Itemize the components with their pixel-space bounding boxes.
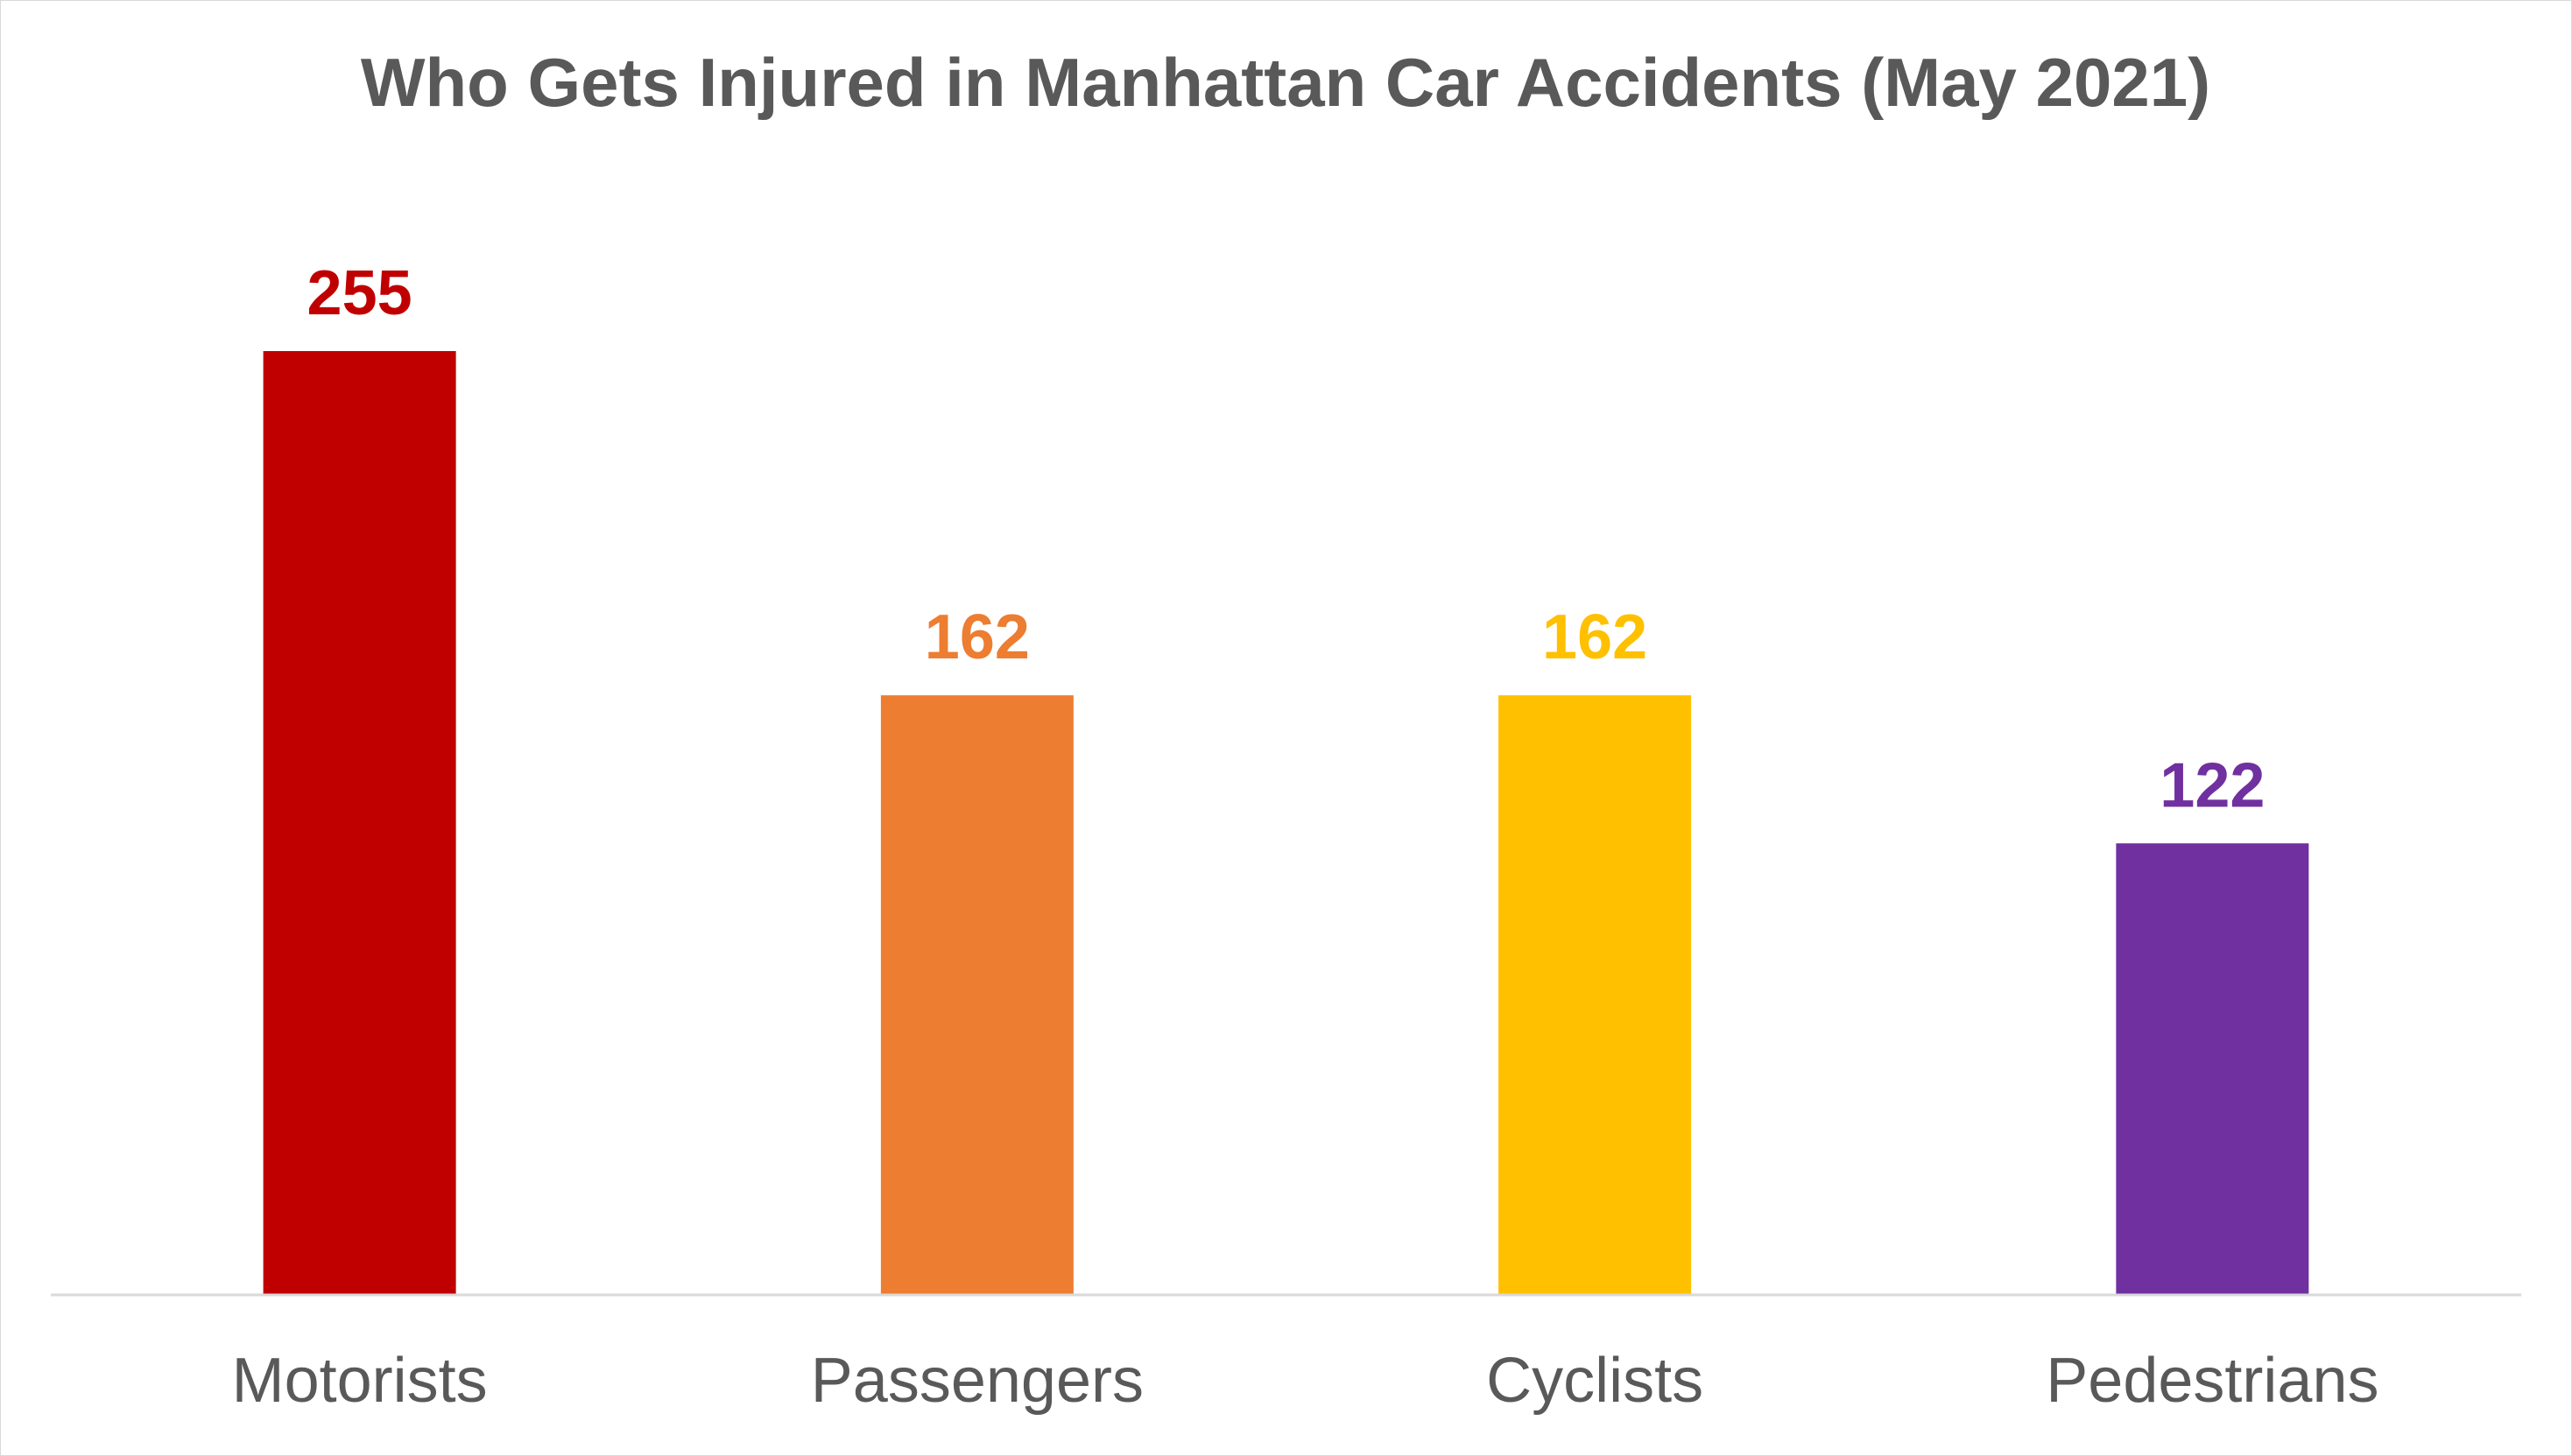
data-label-passengers: 162 bbox=[925, 602, 1030, 672]
category-label-motorists: Motorists bbox=[232, 1346, 488, 1416]
category-label-cyclists: Cyclists bbox=[1486, 1346, 1703, 1416]
data-label-cyclists: 162 bbox=[1542, 602, 1647, 672]
data-labels-group: 255 162 162 122 bbox=[307, 258, 2265, 820]
bar-pedestrians bbox=[2116, 843, 2309, 1295]
category-labels-group: Motorists Passengers Cyclists Pedestrians bbox=[232, 1346, 2379, 1416]
category-label-pedestrians: Pedestrians bbox=[2046, 1346, 2378, 1416]
bars-group bbox=[263, 351, 2309, 1295]
category-label-passengers: Passengers bbox=[811, 1346, 1144, 1416]
data-label-motorists: 255 bbox=[307, 258, 412, 328]
bar-cyclists bbox=[1498, 695, 1692, 1295]
bar-motorists bbox=[263, 351, 456, 1295]
data-label-pedestrians: 122 bbox=[2160, 750, 2265, 820]
bar-passengers bbox=[880, 695, 1074, 1295]
chart-title: Who Gets Injured in Manhattan Car Accide… bbox=[361, 44, 2210, 121]
